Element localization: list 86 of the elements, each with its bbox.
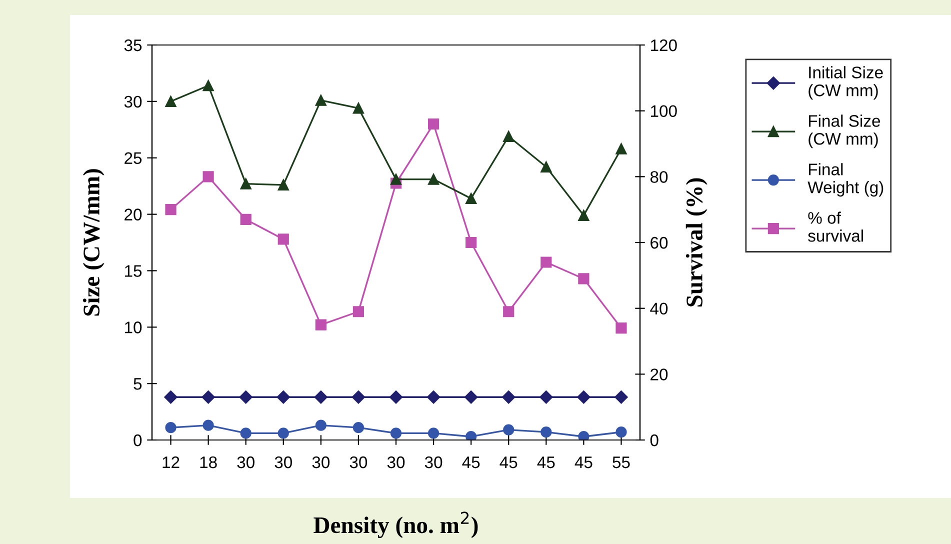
x-tick-label: 30 [237,456,254,468]
legend-label: Initial Size (CW mm) [808,66,883,100]
point [352,306,364,318]
point [577,390,590,404]
x-tick-label: 30 [350,456,368,468]
point [165,422,176,434]
point [428,118,440,130]
point [578,210,590,221]
point [466,192,477,204]
x-axis-title: Density (no. m$^{2}$) [314,512,478,538]
x-tick-label: 55 [612,456,630,468]
point [390,428,402,439]
point [276,390,290,404]
point [503,424,514,436]
point [202,80,214,92]
point [240,214,252,226]
point [540,426,552,438]
x-tick-label: 18 [200,456,217,468]
point [278,428,289,439]
point [315,319,326,330]
y2-tick-label: 120 [650,39,677,52]
point [540,256,552,268]
x-tick-label: 30 [387,456,405,468]
y-tick-label: 35 [124,39,142,52]
point [315,420,326,431]
x-tick-label: 45 [574,456,592,468]
x-tick-label: 30 [274,456,292,468]
point [202,171,214,182]
point [466,236,477,248]
point [239,390,252,404]
point [426,390,440,404]
point [352,390,366,404]
point [578,431,590,440]
point [390,174,402,185]
point [352,422,364,434]
point [314,390,328,404]
point [164,390,178,404]
y2-tick-label: 60 [650,236,668,249]
y-tick-label: 5 [134,378,142,390]
point [616,426,627,438]
y-tick-label: 0 [134,434,142,446]
y-tick-label: 25 [124,152,142,164]
legend-label: Final Weight (g) [808,163,884,197]
y2-axis-title: Survival (%) [686,178,708,306]
y2-tick-label: 80 [650,171,668,183]
x-tick-label: 30 [312,456,330,468]
point [503,306,514,318]
point [502,390,516,404]
point [616,322,627,334]
y-tick-label: 30 [124,96,142,108]
y-tick-label: 15 [125,265,142,277]
y-tick-label: 20 [124,208,142,220]
point [389,390,403,404]
y2-tick-label: 20 [650,368,668,380]
point [614,390,628,404]
y-tick-label: 10 [125,322,142,334]
point [240,428,252,439]
point [352,102,364,114]
x-tick-label: 45 [537,456,555,468]
x-tick-label: 12 [162,456,180,468]
point [428,174,440,185]
point [278,179,289,190]
point [464,390,478,404]
point [616,143,627,154]
point [278,234,289,245]
point [165,96,176,107]
point [466,431,477,440]
point [578,273,590,284]
y-axis-title: Size (CW/mm) [82,169,104,316]
y2-tick-label: 100 [650,105,677,118]
point [165,204,176,216]
point [428,428,440,439]
point [202,390,215,404]
x-tick-label: 45 [500,456,518,468]
y2-tick-label: 0 [650,434,658,446]
point [503,130,514,142]
x-tick-label: 30 [424,456,442,468]
point [540,161,552,172]
point [240,178,252,190]
point [202,420,214,431]
point [540,390,553,404]
point [315,94,326,106]
legend-label: % of survival [808,212,863,242]
x-tick-label: 45 [462,456,480,468]
legend-label: Final Size (CW mm) [808,114,880,148]
y2-tick-label: 40 [650,302,668,315]
